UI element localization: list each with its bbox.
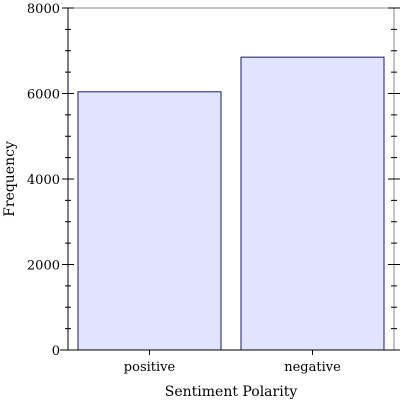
y-tick-label-8000: 8000 [27,2,60,17]
x-tick-label-negative: negative [284,360,341,375]
bar-negative [240,56,385,351]
plot-area: positive negative 0 2000 4000 6000 8000 [27,2,400,375]
y-axis-title: Frequency [2,141,18,217]
y-tick-label-4000: 4000 [27,173,60,188]
y-tick-label-0: 0 [52,344,60,359]
y-tick-label-2000: 2000 [27,259,60,274]
x-tick-label-positive: positive [124,360,176,375]
bar-positive [77,91,222,351]
x-axis-title: Sentiment Polarity [165,384,298,400]
y-tick-label-6000: 6000 [27,88,60,103]
